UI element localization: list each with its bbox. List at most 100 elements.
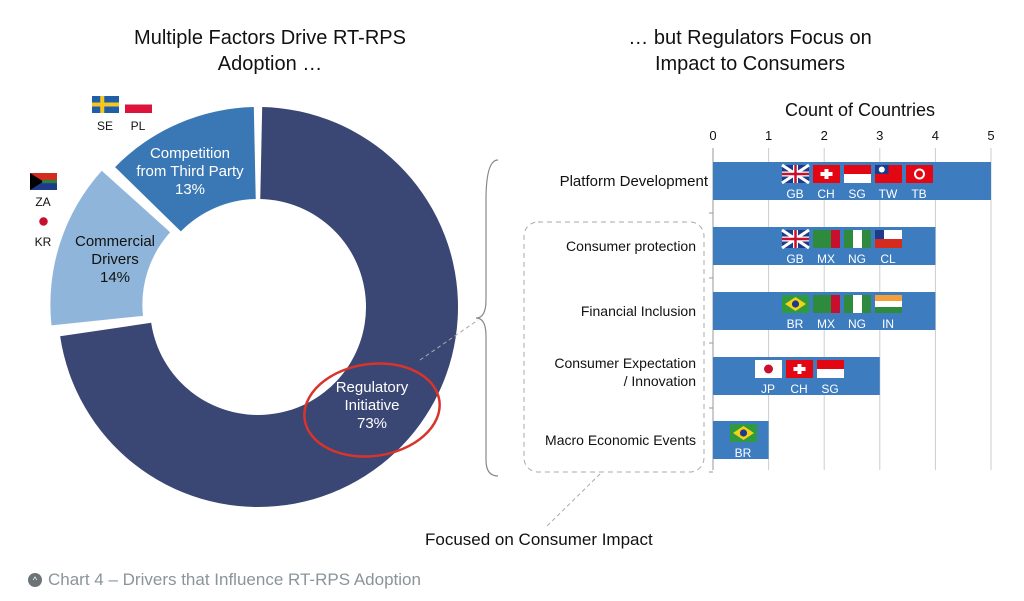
connector-line [544,473,601,529]
flag-sg-icon [817,360,844,378]
country-code: ZA [35,195,50,209]
flag-stripe [813,295,822,313]
country-code: TB [911,187,926,201]
country-code: SG [821,382,838,396]
category-label-line: / Innovation [624,373,696,389]
flag-sun [878,166,885,173]
category-label-line: Consumer protection [566,238,696,254]
flag-disc [764,364,773,374]
country-code: PL [131,119,146,133]
caption: ^ Chart 4 – Drivers that Influence RT-RP… [28,570,421,590]
flag-kr-icon [30,213,57,230]
flag-cross [793,364,806,374]
slice-label-commercial: Commercial Drivers 14% [75,233,155,286]
country-code: SE [97,119,113,133]
donut-slice-regulatory [60,107,458,508]
x-tick-label: 4 [932,128,939,143]
category-label: Consumer Expectation / Innovation [554,355,696,389]
country-code: BR [735,446,752,460]
flag-cl-icon [875,230,902,248]
category-label-line: Macro Economic Events [545,432,696,448]
slice-label-regulatory-line: Initiative [344,397,399,414]
country-code: IN [882,317,894,331]
slice-label-commercial-line: 14% [100,269,130,286]
flag-gb-icon [781,163,810,185]
country-code: GB [786,252,803,266]
flag-se-icon [92,96,119,113]
flag-tw-icon [875,165,902,183]
flag-stripe [853,295,862,313]
donut-slice-competition [115,107,256,232]
slice-label-competition-line: Competition [150,145,230,162]
flag-cross [92,96,119,113]
country-code: BR [787,317,804,331]
right-title-line: Impact to Consumers [654,53,846,75]
country-code: MX [817,252,835,266]
flag-cross [820,169,833,179]
category-label-line: Consumer Expectation [554,355,696,371]
flag-stripe [875,301,902,307]
caption-text: Chart 4 – Drivers that Influence RT-RPS … [48,570,421,589]
country-code: CL [880,252,896,266]
flag-stripe [30,173,57,182]
flag-jp-icon [755,360,782,378]
country-code: NG [848,252,866,266]
flag-mx-icon [813,295,840,313]
flag-br-icon [730,424,757,442]
flag-pl-icon [125,96,152,113]
flag-br-icon [782,295,809,313]
x-tick-label: 5 [987,128,994,143]
flag-canton [875,230,884,239]
slice-label-commercial-line: Commercial [75,233,155,250]
flag-stripe [862,295,871,313]
flag-cross [782,230,809,248]
country-code: NG [848,317,866,331]
flag-in-icon [875,295,902,313]
flag-tb-icon [906,165,933,183]
right-title-line: … but Regulators Focus on [628,27,872,49]
flag-stripe [853,230,862,248]
consumer-group-box [523,221,705,473]
category-label: Financial Inclusion [581,303,696,319]
slice-label-competition: Competition from Third Party 13% [136,145,244,198]
x-tick-label: 0 [709,128,716,143]
slice-label-competition-line: 13% [175,181,205,198]
highlight-circle [303,362,441,458]
flag-stripe [822,295,831,313]
bar-chart-title: Count of Countries [785,100,935,120]
left-title: Multiple Factors Drive RT-RPS Adoption … [90,25,450,77]
country-code: JP [761,382,775,396]
slice-label-regulatory-line: 73% [357,415,387,432]
slice-label-competition-line: from Third Party [136,163,244,180]
flag-crescent [914,168,925,180]
left-title-line: Multiple Factors Drive RT-RPS [134,27,406,49]
flag-stripe [125,104,152,113]
country-code: CH [790,382,807,396]
flag-stripe [42,179,57,184]
flag-ch-icon [813,165,840,183]
category-label: Platform Development [560,173,709,190]
country-code: MX [817,317,835,331]
flag-disc [39,217,48,226]
flag-stripe [844,230,853,248]
flag-disc [739,429,748,437]
category-label-line: Platform Development [560,173,709,190]
flag-stripe [817,369,844,378]
flag-stripe [844,295,853,313]
flag-stripe [831,230,840,248]
flag-ch-icon [786,360,813,378]
x-tick-label: 2 [821,128,828,143]
country-code: CH [817,187,834,201]
flag-ng-icon [844,230,871,248]
flag-stripe [875,230,902,239]
category-label: Consumer protection [566,238,696,254]
slice-label-regulatory: Regulatory Initiative 73% [336,379,409,432]
flag-mx-icon [813,230,840,248]
x-tick-label: 1 [765,128,772,143]
flag-stripe [817,360,844,369]
flag-stripe [831,295,840,313]
flag-stripe [875,307,902,313]
flag-stripe [844,174,871,183]
